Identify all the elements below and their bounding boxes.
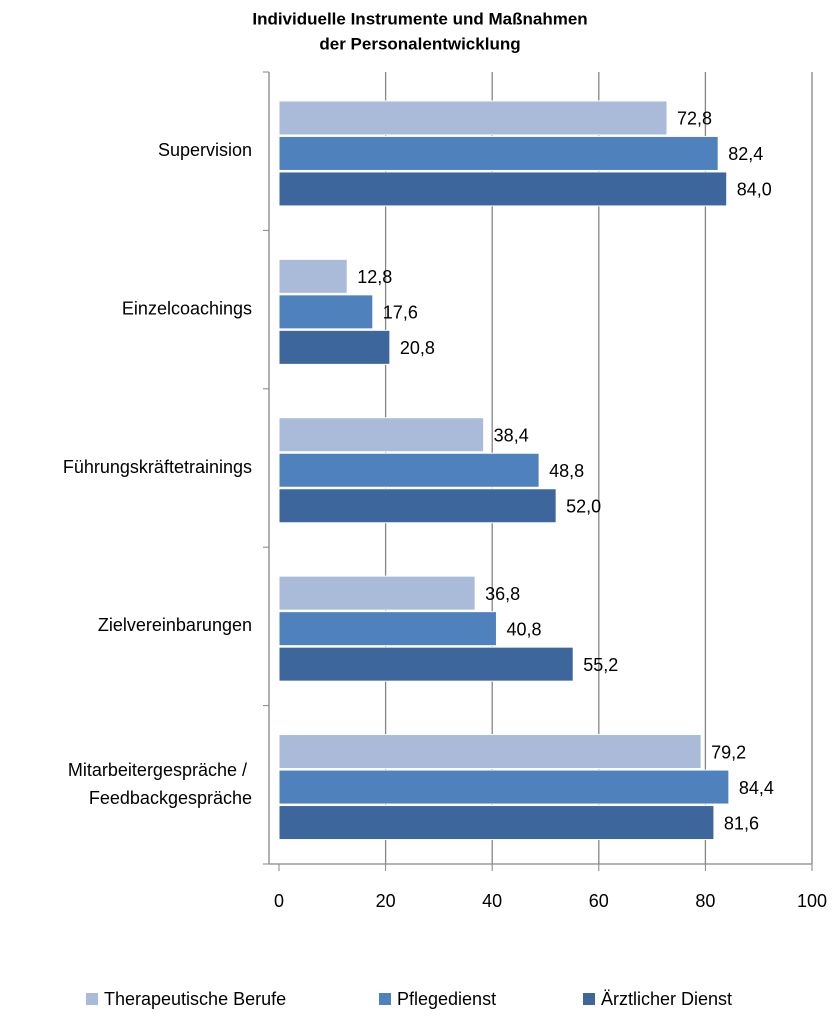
value-label: 82,4 [728,144,763,164]
value-label: 72,8 [677,109,712,129]
value-label: 17,6 [383,303,418,323]
legend-label: Ärztlicher Dienst [601,989,732,1009]
legend-swatch [86,993,98,1005]
value-label: 84,0 [737,180,772,200]
x-tick-label: 100 [797,891,827,911]
value-label: 38,4 [494,426,529,446]
bar [278,417,485,453]
bar [278,575,476,611]
value-label: 55,2 [583,655,618,675]
bar [278,171,728,207]
value-label: 36,8 [485,584,520,604]
bar [278,294,374,330]
x-tick-label: 80 [695,891,715,911]
bar [278,258,348,294]
value-label: 79,2 [711,742,746,762]
legend-label: Therapeutische Berufe [104,989,286,1009]
value-label: 20,8 [400,338,435,358]
value-label: 81,6 [724,813,759,833]
bar [278,488,557,524]
y-tick-label: Mitarbeitergespräche / Feedbackgespräche [68,760,252,808]
bar [278,329,391,365]
bar [278,734,702,770]
legend-label: Pflegedienst [397,989,496,1009]
bar [278,135,719,171]
bar [278,769,730,805]
value-label: 12,8 [357,267,392,287]
chart-title: Individuelle Instrumente und Maßnahmen [252,9,587,28]
x-tick-label: 60 [589,891,609,911]
y-tick-label: Supervision [158,140,252,160]
bar [278,100,668,136]
chart-title: der Personalentwicklung [319,34,520,53]
legend-swatch [583,993,595,1005]
y-tick-label: Zielvereinbarungen [98,615,252,635]
value-label: 52,0 [566,497,601,517]
value-label: 40,8 [506,619,541,639]
value-label: 84,4 [739,778,774,798]
legend-swatch [379,993,391,1005]
x-tick-label: 20 [376,891,396,911]
y-tick-label: Führungskräftetrainings [63,457,252,477]
bar [278,646,574,682]
value-label: 48,8 [549,461,584,481]
x-tick-label: 0 [274,891,284,911]
x-tick-label: 40 [482,891,502,911]
bar [278,452,540,488]
y-tick-label: Einzelcoachings [122,298,252,318]
bar [278,805,715,841]
bar [278,611,497,647]
